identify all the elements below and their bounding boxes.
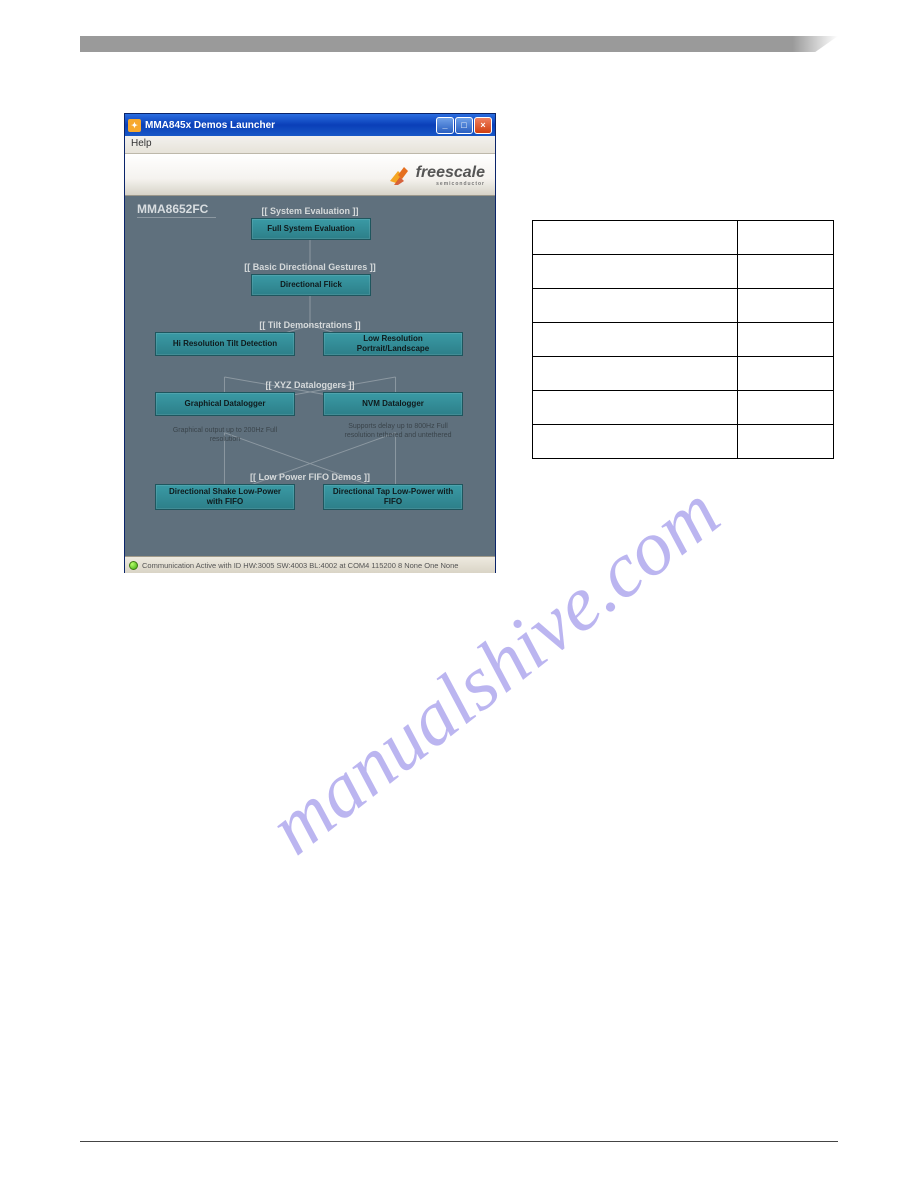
status-bar: Communication Active with ID HW:3005 SW:…	[125, 556, 495, 573]
app-window: ✦ MMA845x Demos Launcher _ □ × Help free…	[124, 113, 496, 573]
table-row	[533, 323, 834, 357]
footer-line	[80, 1141, 838, 1142]
section-tilt: [[ Tilt Demonstrations ]]	[125, 320, 495, 330]
section-fifo: [[ Low Power FIFO Demos ]]	[125, 472, 495, 482]
maximize-button[interactable]: □	[455, 117, 473, 134]
tap-fifo-button[interactable]: Directional Tap Low-Power with FIFO	[323, 484, 463, 510]
table-row	[533, 391, 834, 425]
table-cell	[738, 255, 834, 289]
logo-subtext: semiconductor	[416, 182, 485, 186]
menu-help[interactable]: Help	[131, 138, 152, 149]
side-table	[532, 220, 834, 459]
status-text: Communication Active with ID HW:3005 SW:…	[142, 561, 458, 570]
titlebar: ✦ MMA845x Demos Launcher _ □ ×	[125, 114, 495, 136]
app-icon: ✦	[128, 119, 141, 132]
demo-canvas: MMA8652FC [[ System E	[125, 196, 495, 556]
table-cell	[738, 357, 834, 391]
close-button[interactable]: ×	[474, 117, 492, 134]
table-cell	[533, 255, 738, 289]
table-row	[533, 357, 834, 391]
side-table-body	[533, 221, 834, 459]
hi-res-tilt-button[interactable]: Hi Resolution Tilt Detection	[155, 332, 295, 356]
logo-icon	[388, 165, 412, 185]
window-title: MMA845x Demos Launcher	[145, 120, 275, 131]
status-led-icon	[129, 561, 138, 570]
window-buttons: _ □ ×	[436, 117, 492, 134]
logo-row: freescale semiconductor	[125, 154, 495, 196]
graph-caption: Graphical output up to 200Hz Full resolu…	[165, 426, 285, 444]
section-basic-dir: [[ Basic Directional Gestures ]]	[125, 262, 495, 272]
table-row	[533, 255, 834, 289]
table-cell	[738, 391, 834, 425]
table-cell	[533, 323, 738, 357]
table-cell	[533, 221, 738, 255]
section-xyz: [[ XYZ Dataloggers ]]	[125, 380, 495, 390]
table-cell	[738, 425, 834, 459]
table-cell	[738, 323, 834, 357]
full-system-eval-button[interactable]: Full System Evaluation	[251, 218, 371, 240]
section-system-eval: [[ System Evaluation ]]	[125, 206, 495, 216]
page: ✦ MMA845x Demos Launcher _ □ × Help free…	[0, 0, 918, 1188]
graphical-datalogger-button[interactable]: Graphical Datalogger	[155, 392, 295, 416]
nvm-caption: Supports delay up to 800Hz Full resoluti…	[333, 422, 463, 440]
minimize-button[interactable]: _	[436, 117, 454, 134]
table-cell	[533, 391, 738, 425]
logo-text: freescale	[416, 164, 485, 181]
freescale-logo: freescale semiconductor	[388, 164, 485, 186]
directional-flick-button[interactable]: Directional Flick	[251, 274, 371, 296]
table-cell	[533, 289, 738, 323]
table-cell	[738, 289, 834, 323]
low-res-pl-button[interactable]: Low Resolution Portrait/Landscape	[323, 332, 463, 356]
table-row	[533, 289, 834, 323]
nvm-datalogger-button[interactable]: NVM Datalogger	[323, 392, 463, 416]
shake-fifo-button[interactable]: Directional Shake Low-Power with FIFO	[155, 484, 295, 510]
menu-bar: Help	[125, 136, 495, 154]
table-cell	[738, 221, 834, 255]
table-row	[533, 221, 834, 255]
table-cell	[533, 357, 738, 391]
header-bar	[80, 36, 838, 52]
table-cell	[533, 425, 738, 459]
table-row	[533, 425, 834, 459]
